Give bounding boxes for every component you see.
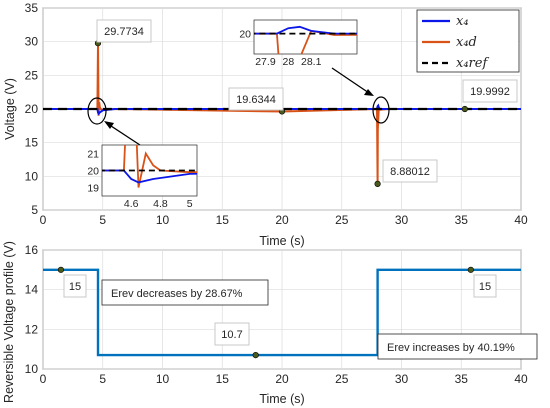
annotation-box-bottom-start: 15 — [63, 274, 87, 298]
inset-y-tick-label: 19 — [87, 183, 99, 195]
annotation-bottom-end-label: 15 — [479, 281, 491, 293]
inset-y-tick-label: 20 — [239, 29, 251, 41]
annotation-box-bottom-end: 15 — [473, 274, 497, 298]
highlight-ellipse-right — [372, 96, 390, 124]
annotation-end-label: 19.9992 — [470, 86, 510, 98]
top-x-tick-label: 20 — [275, 213, 289, 227]
arrow-to-left-inset — [104, 121, 141, 146]
bottom-x-tick-label: 25 — [335, 372, 349, 386]
reversible-voltage-chart: 0 5 10 15 20 25 30 35 40 10 12 14 16 15 10.7 15 Erev… — [2, 241, 538, 406]
inset-x-tick-label: 27.9 — [255, 56, 276, 68]
top-x-tick-label: 40 — [514, 213, 528, 227]
inset-x-tick-label: 4.8 — [153, 198, 168, 210]
series-x4-line — [43, 103, 521, 116]
bottom-y-tick-label: 14 — [25, 283, 39, 297]
top-x-tick-label: 25 — [335, 213, 349, 227]
annotation-mid-label: 19.6344 — [236, 94, 276, 106]
inset-x-tick-label: 28.1 — [301, 56, 322, 68]
annotation-box-dip: 8.88012 — [382, 159, 438, 183]
top-y-axis-label: Voltage (V) — [3, 78, 17, 140]
bottom-x-tick-label: 30 — [395, 372, 409, 386]
bottom-x-tick-label: 15 — [216, 372, 230, 386]
inset-y-tick-label: 21 — [87, 149, 99, 161]
inset-series-x4d-line — [102, 145, 197, 188]
top-x-axis-label: Time (s) — [259, 234, 304, 248]
inset-x-tick-label: 4.6 — [124, 198, 139, 210]
annotation-marker — [374, 180, 381, 187]
bottom-tick-labels: 0 5 10 15 20 25 30 35 40 10 12 14 16 — [25, 243, 528, 386]
bottom-x-tick-label: 10 — [156, 372, 170, 386]
inset-zoom-right: 27.9 28 28.1 20 — [239, 19, 358, 68]
inset-series-x4-line — [102, 169, 197, 184]
note-decrease-text: Erev decreases by 28.67% — [111, 288, 243, 300]
bottom-x-axis-label: Time (s) — [259, 392, 304, 406]
bottom-x-tick-label: 0 — [40, 372, 47, 386]
legend: x₄ x₄d x₄ref — [416, 9, 520, 73]
bottom-y-tick-label: 10 — [25, 362, 39, 376]
top-y-tick-label: 10 — [25, 169, 39, 183]
annotation-bottom-start-label: 15 — [69, 281, 81, 293]
annotation-marker — [252, 352, 259, 359]
top-y-tick-label: 20 — [25, 102, 39, 116]
inset-zoom-left: 4.6 4.8 5 19 20 21 — [87, 144, 198, 210]
annotation-box-mid: 19.6344 — [228, 87, 284, 111]
bottom-y-tick-label: 16 — [25, 243, 39, 257]
arrow-to-right-ellipse — [331, 67, 374, 96]
reversible-voltage-line — [43, 268, 521, 357]
top-y-tick-label: 35 — [25, 1, 39, 15]
note-increase-text: Erev increases by 40.19% — [387, 342, 515, 354]
annotation-marker — [57, 266, 65, 273]
bottom-x-tick-label: 35 — [455, 372, 469, 386]
inset-x-tick-label: 5 — [187, 198, 193, 210]
top-x-tick-label: 30 — [395, 213, 409, 227]
inset-left-content: 4.6 4.8 5 19 20 21 — [87, 145, 197, 210]
inset-lines — [102, 145, 197, 188]
annotation-bottom-mid-label: 10.7 — [221, 329, 242, 341]
note-box-decrease: Erev decreases by 28.67% — [101, 279, 269, 306]
top-y-tick-label: 25 — [25, 68, 39, 82]
bottom-annotation-markers — [57, 266, 474, 359]
top-x-tick-label: 10 — [156, 213, 170, 227]
legend-x4ref: x₄ref — [456, 56, 489, 71]
annotation-box-end: 19.9992 — [462, 79, 518, 103]
inset-right-content: 27.9 28 28.1 20 — [239, 25, 357, 68]
note-box-increase: Erev increases by 40.19% — [377, 333, 538, 360]
annotation-marker — [461, 105, 468, 113]
top-y-tick-label: 15 — [25, 136, 39, 150]
annotation-box-peak: 29.7734 — [96, 19, 152, 43]
bottom-x-tick-label: 40 — [514, 372, 528, 386]
top-x-tick-label: 35 — [455, 213, 469, 227]
bottom-y-axis-label: Reversible Voltage profile (V) — [2, 241, 16, 403]
annotation-marker — [467, 266, 474, 273]
top-x-tick-label: 0 — [40, 213, 47, 227]
top-x-tick-label: 15 — [216, 213, 230, 227]
bottom-x-tick-label: 20 — [275, 372, 289, 386]
highlight-ellipse-left — [87, 97, 107, 125]
top-y-tick-label: 5 — [31, 203, 38, 217]
inset-lines — [254, 25, 357, 54]
annotation-dip-label: 8.88012 — [390, 166, 430, 178]
legend-x4: x₄ — [456, 14, 469, 29]
bottom-y-tick-label: 12 — [25, 322, 39, 336]
legend-x4d: x₄d — [456, 35, 477, 50]
inset-series-x4-line — [254, 25, 357, 35]
inset-y-tick-label: 20 — [87, 166, 99, 178]
bottom-x-tick-label: 5 — [99, 372, 106, 386]
inset-x-tick-label: 28 — [282, 56, 294, 68]
annotation-box-bottom-mid: 10.7 — [214, 322, 250, 346]
bottom-series-lines — [43, 268, 521, 357]
top-y-tick-label: 30 — [25, 35, 39, 49]
top-x-tick-label: 5 — [99, 213, 106, 227]
annotation-peak-label: 29.7734 — [104, 26, 144, 38]
top-series-lines — [43, 43, 521, 184]
